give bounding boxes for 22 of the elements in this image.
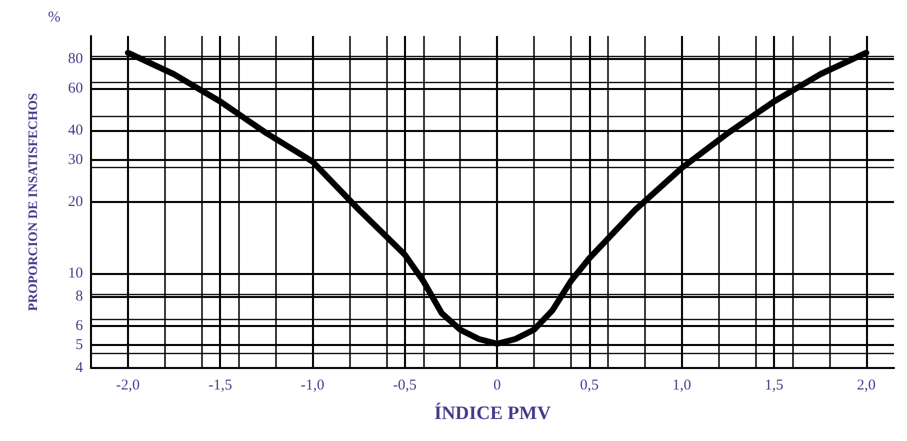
y-tick-label: 8: [76, 288, 83, 305]
y-tick-label: 80: [68, 51, 83, 68]
x-tick-label: -2,0: [116, 378, 140, 394]
x-tick-label: 0,5: [580, 378, 599, 394]
x-tick-label: 0: [493, 378, 501, 394]
y-tick-label: 60: [68, 80, 83, 97]
x-axis-title: ÍNDICE PMV: [434, 402, 552, 424]
y-tick-label: 20: [68, 194, 83, 210]
y-tick-label: 40: [68, 122, 83, 139]
y-axis-title: PROPORCION DE INSATISFECHOS: [25, 93, 40, 311]
y-tick-label: 10: [68, 265, 83, 282]
x-tick-label: 2,0: [856, 378, 876, 394]
x-tick-label: 1,5: [764, 378, 784, 394]
y-tick-label: 4: [76, 360, 84, 376]
x-tick-label: -1,5: [208, 378, 232, 394]
x-tick-label: -1,0: [300, 378, 324, 394]
y-tick-label: 5: [76, 336, 83, 353]
y-tick-label: 6: [76, 318, 84, 334]
x-tick-label: -0,5: [392, 378, 417, 394]
y-tick-label: 30: [68, 152, 83, 168]
text: %: [48, 10, 60, 26]
x-tick-label: 1,0: [672, 378, 692, 394]
